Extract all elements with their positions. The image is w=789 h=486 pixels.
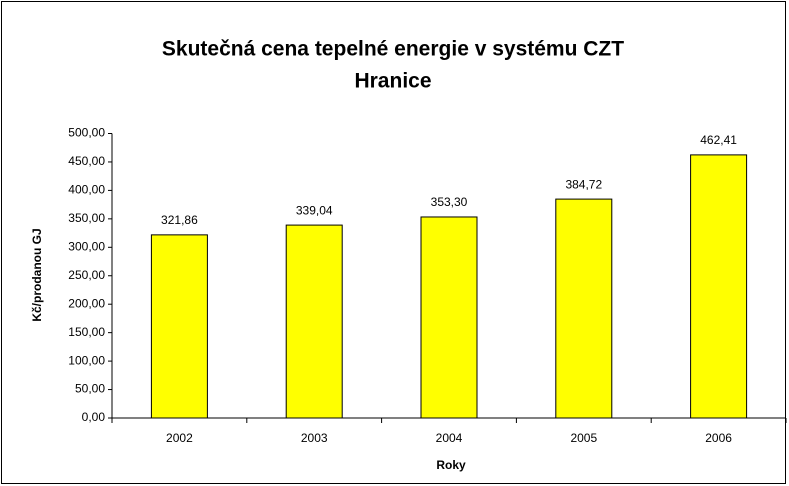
y-tick-label: 200,00 (68, 296, 105, 310)
y-tick-label: 250,00 (68, 268, 105, 282)
bar (555, 198, 613, 419)
y-tick-label: 350,00 (68, 211, 105, 225)
data-label: 353,30 (431, 195, 468, 209)
chart-title: Hranice (354, 70, 431, 93)
bar (420, 216, 478, 419)
y-tick-label: 400,00 (68, 183, 105, 197)
y-tick-label: 50,00 (75, 382, 105, 396)
x-tick-label: 2002 (166, 431, 193, 445)
bar (690, 154, 748, 419)
x-tick-label: 2005 (570, 431, 597, 445)
x-tick-label: 2003 (301, 431, 328, 445)
x-tick-label: 2004 (436, 431, 463, 445)
y-tick-label: 150,00 (68, 325, 105, 339)
bar (150, 234, 208, 419)
data-label: 462,41 (700, 133, 737, 147)
x-tick-label: 2006 (705, 431, 732, 445)
y-tick-label: 0,00 (82, 410, 106, 424)
data-label: 321,86 (161, 213, 198, 227)
y-tick-label: 100,00 (68, 353, 105, 367)
y-axis-title: Kč/prodanou GJ (30, 228, 44, 321)
y-tick-label: 450,00 (68, 154, 105, 168)
y-tick-label: 300,00 (68, 239, 105, 253)
y-tick-label: 500,00 (68, 126, 105, 140)
data-label: 384,72 (565, 177, 602, 191)
x-axis-title: Roky (436, 458, 466, 472)
data-label: 339,04 (296, 203, 333, 217)
bar (285, 224, 343, 419)
chart-title: Skutečná cena tepelné energie v systému … (162, 38, 624, 61)
